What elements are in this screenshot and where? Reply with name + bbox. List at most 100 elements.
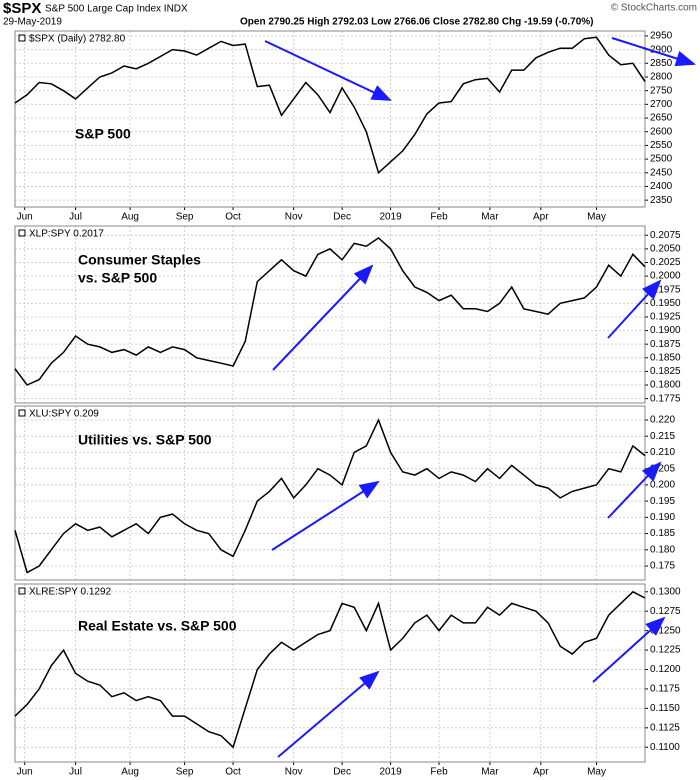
y-tick-label: 2900 <box>650 44 673 55</box>
y-tick-label: 0.1150 <box>650 703 680 714</box>
index-name: S&P 500 Large Cap Index INDX <box>45 4 188 15</box>
y-tick-label: 0.180 <box>650 544 675 555</box>
legend-label: $SPX (Daily) 2782.80 <box>29 34 126 45</box>
y-tick-label: 2700 <box>650 99 673 110</box>
arrow <box>592 616 666 683</box>
y-tick-label: 0.1250 <box>650 625 681 636</box>
legend-label: XLRE:SPY 0.1292 <box>29 587 112 598</box>
panel-frame <box>14 405 646 581</box>
y-tick-label: 0.190 <box>650 512 675 523</box>
legend-swatch <box>18 229 26 237</box>
x-tick-label: Dec <box>333 212 351 223</box>
x-tick-label: Jul <box>69 767 82 778</box>
y-tick-label: 2950 <box>650 31 673 42</box>
x-tick-label: Jul <box>69 212 82 223</box>
y-tick-label: 0.175 <box>650 561 675 572</box>
x-tick-label: Apr <box>533 212 549 223</box>
series-line <box>14 590 646 749</box>
y-tick-label: 2750 <box>650 85 673 96</box>
annotation: Consumer Staples <box>78 252 201 268</box>
x-tick-label: Aug <box>121 212 139 223</box>
y-tick-label: 0.2075 <box>650 230 681 241</box>
legend-swatch <box>18 34 26 42</box>
arrow <box>271 480 380 551</box>
x-tick-label: Feb <box>430 767 448 778</box>
y-tick-label: 2650 <box>650 113 673 124</box>
y-tick-label: 0.1850 <box>650 352 681 363</box>
y-tick-label: 0.2025 <box>650 257 681 268</box>
y-tick-label: 0.1300 <box>650 586 681 597</box>
y-tick-label: 0.1125 <box>650 722 680 733</box>
x-tick-label: Oct <box>225 212 241 223</box>
legend-swatch <box>18 587 26 595</box>
y-tick-label: 0.210 <box>650 447 675 458</box>
x-tick-label: 2019 <box>379 212 402 223</box>
y-tick-label: 2450 <box>650 167 673 178</box>
x-tick-label: Mar <box>481 212 499 223</box>
y-tick-label: 0.1175 <box>650 684 680 695</box>
x-tick-label: Feb <box>430 212 448 223</box>
y-tick-label: 2800 <box>650 72 673 83</box>
quote: Open 2790.25 High 2792.03 Low 2766.06 Cl… <box>240 17 594 28</box>
x-tick-label: Jun <box>17 212 33 223</box>
y-tick-label: 0.1950 <box>650 298 681 309</box>
annotation: Utilities vs. S&P 500 <box>78 432 212 448</box>
panel-frame <box>14 30 646 208</box>
arrow <box>272 264 374 371</box>
panel-frame <box>14 225 646 404</box>
x-tick-label: Sep <box>176 212 194 223</box>
y-tick-label: 0.1875 <box>650 339 681 350</box>
y-tick-label: 0.1775 <box>650 393 681 404</box>
legend-label: XLU:SPY 0.209 <box>29 409 99 420</box>
y-tick-label: 0.195 <box>650 496 675 507</box>
x-tick-label: May <box>587 767 606 778</box>
annotation: vs. S&P 500 <box>78 270 157 286</box>
y-tick-label: 0.200 <box>650 480 675 491</box>
y-tick-label: 0.1900 <box>650 325 681 336</box>
x-tick-label: Jun <box>17 767 33 778</box>
legend-swatch <box>18 409 26 417</box>
y-tick-label: 2400 <box>650 181 673 192</box>
panel-frame <box>14 583 646 763</box>
x-tick-label: May <box>587 212 606 223</box>
y-tick-label: 2600 <box>650 126 673 137</box>
y-tick-label: 0.205 <box>650 463 675 474</box>
x-tick-label: Dec <box>333 767 351 778</box>
y-tick-label: 0.215 <box>650 431 675 442</box>
arrow <box>607 279 662 339</box>
x-tick-label: Mar <box>481 767 499 778</box>
y-tick-label: 0.2050 <box>650 244 681 255</box>
x-tick-label: Nov <box>285 212 303 223</box>
symbol: $SPX <box>3 0 41 17</box>
y-tick-label: 0.1825 <box>650 366 681 377</box>
y-tick-label: 0.220 <box>650 415 675 426</box>
x-tick-label: Aug <box>121 767 139 778</box>
plots: 2350 2400 2450 2500 2550 2600 2650 2700 2750 2800… <box>14 30 681 778</box>
x-tick-label: 2019 <box>379 767 402 778</box>
y-tick-label: 2850 <box>650 58 673 69</box>
annotation: S&P 500 <box>75 126 131 142</box>
y-tick-label: 0.2000 <box>650 271 681 282</box>
x-tick-label: Apr <box>533 767 549 778</box>
arrow <box>607 461 662 519</box>
arrows <box>264 37 696 758</box>
y-tick-label: 0.1275 <box>650 606 681 617</box>
y-tick-label: 0.1200 <box>650 664 681 675</box>
annotation: Real Estate vs. S&P 500 <box>78 618 237 634</box>
y-tick-label: 2500 <box>650 154 673 165</box>
series-line <box>14 36 646 175</box>
y-tick-label: 2550 <box>650 140 673 151</box>
y-tick-label: 0.1800 <box>650 380 681 391</box>
series-line <box>14 418 646 574</box>
y-tick-label: 0.1925 <box>650 312 681 323</box>
y-tick-label: 0.1225 <box>650 645 681 656</box>
x-tick-label: Nov <box>285 767 303 778</box>
y-tick-label: 0.1975 <box>650 284 681 295</box>
y-tick-label: 2350 <box>650 195 673 206</box>
arrow <box>264 40 392 101</box>
series-line <box>14 237 646 386</box>
arrow <box>611 37 696 67</box>
x-tick-label: Oct <box>225 767 241 778</box>
source: © StockCharts.com <box>611 3 697 14</box>
